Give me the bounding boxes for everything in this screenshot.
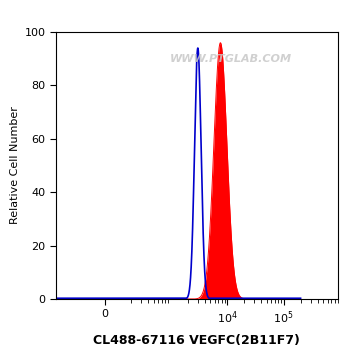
Y-axis label: Relative Cell Number: Relative Cell Number bbox=[10, 106, 20, 225]
Text: WWW.PTGLAB.COM: WWW.PTGLAB.COM bbox=[169, 54, 292, 64]
X-axis label: CL488-67116 VEGFC(2B11F7): CL488-67116 VEGFC(2B11F7) bbox=[93, 334, 300, 347]
